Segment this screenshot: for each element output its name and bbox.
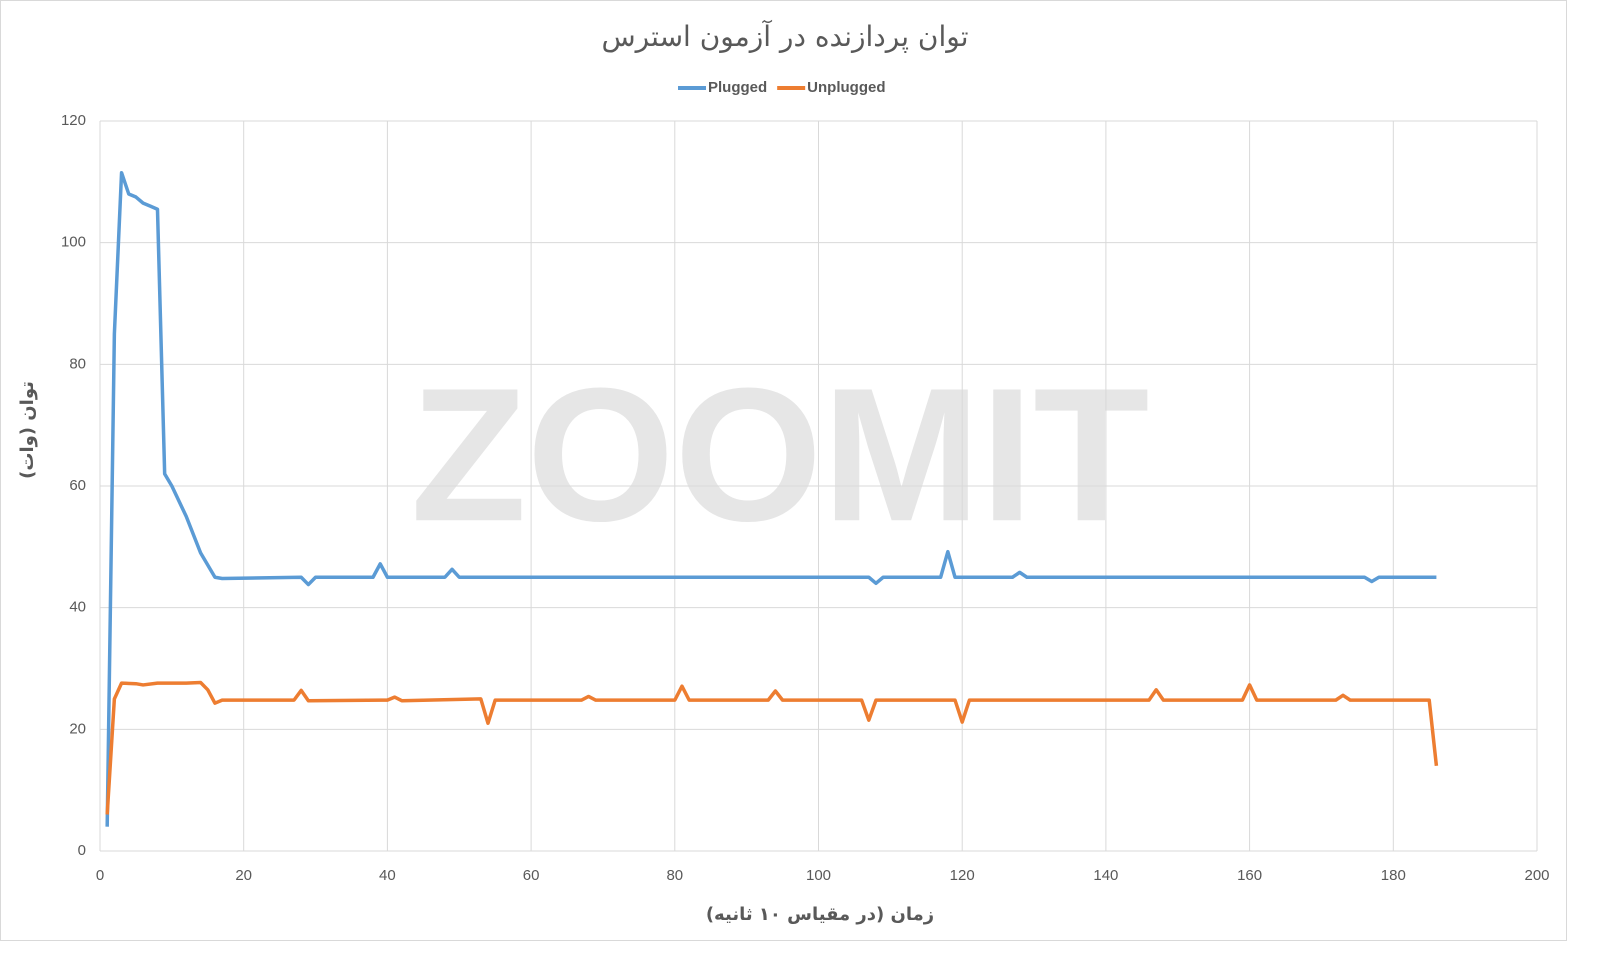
x-tick-label: 0 [96, 867, 104, 884]
legend-label: Unplugged [807, 79, 885, 96]
x-tick-label: 80 [666, 867, 683, 884]
chart-title: توان پردازنده در آزمون استرس [601, 20, 968, 53]
y-tick-label: 60 [69, 477, 86, 494]
watermark: ZOOMIT [411, 349, 1150, 561]
data-line [105, 680, 1439, 815]
x-tick-label: 180 [1381, 867, 1406, 884]
x-tick-label: 100 [806, 867, 831, 884]
x-tick-label: 120 [950, 867, 975, 884]
chart-border [0, 0, 1567, 941]
x-tick-label: 160 [1237, 867, 1262, 884]
y-tick-label: 0 [78, 842, 86, 859]
y-tick-label: 20 [69, 720, 86, 737]
y-tick-label: 80 [69, 355, 86, 372]
legend-label: Plugged [708, 79, 767, 96]
y-tick-label: 120 [61, 112, 86, 129]
x-axis-label: زمان (در مقیاس ۱۰ ثانیه) [706, 904, 934, 925]
x-tick-label: 140 [1093, 867, 1118, 884]
x-tick-label: 200 [1524, 867, 1549, 884]
x-tick-label: 20 [235, 867, 252, 884]
y-tick-label: 40 [69, 599, 86, 616]
y-tick-label: 100 [61, 234, 86, 251]
x-tick-label: 60 [523, 867, 540, 884]
data-line [105, 170, 1437, 827]
y-axis-label: توان (وات) [17, 381, 38, 479]
x-tick-label: 40 [379, 867, 396, 884]
